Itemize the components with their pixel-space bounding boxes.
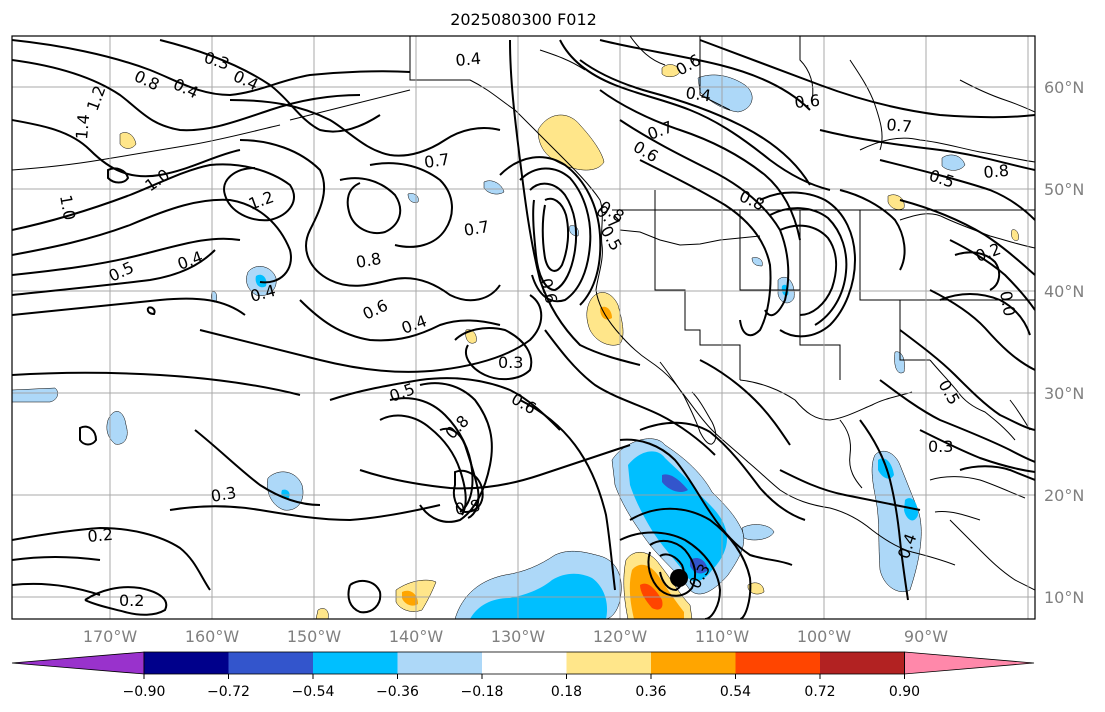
contour-label: 0.2 [973, 239, 1003, 266]
contour-label: 1.4 [72, 113, 93, 140]
colorbar-tick-label: 0.90 [889, 684, 920, 700]
colorbar-tick-label: −0.36 [376, 684, 419, 700]
contour-label: 0.3 [498, 353, 523, 372]
lon-label: 150°W [287, 627, 342, 646]
contour-label: 0.8 [354, 249, 382, 272]
anomaly-patch [661, 64, 681, 77]
anomaly-patch [662, 474, 688, 493]
lon-label: 160°W [185, 627, 240, 646]
lon-label: 120°W [593, 627, 648, 646]
contour-label: 0.4 [399, 311, 429, 338]
contour-label: 0.6 [536, 276, 561, 306]
contour-label: 0.0 [996, 289, 1019, 317]
contour-label: 0.7 [645, 117, 675, 144]
contour-label: 0.4 [175, 247, 205, 274]
contour-label: 0.7 [462, 217, 490, 240]
anomaly-patch [1011, 229, 1019, 241]
contour-label: 0.6 [360, 296, 391, 324]
contour-label: 0.8 [453, 496, 481, 519]
lat-label: 20°N [1044, 486, 1084, 505]
anomaly-patch [402, 590, 418, 606]
colorbar-segment [482, 652, 567, 674]
lon-label: 110°W [695, 627, 750, 646]
map-body [12, 36, 1035, 619]
anomaly-patch [315, 608, 329, 619]
contour-label: 0.7 [423, 150, 451, 172]
colorbar-segment [566, 652, 651, 674]
anomaly-patch [119, 132, 137, 149]
coastlines [12, 36, 1035, 591]
colorbar-segment [228, 652, 313, 674]
colorbar-tick-label: −0.18 [461, 684, 504, 700]
anomaly-patch [871, 450, 922, 593]
lon-label: 100°W [797, 627, 852, 646]
lat-label: 40°N [1044, 282, 1084, 301]
lat-label: 10°N [1044, 588, 1084, 607]
lat-label: 30°N [1044, 384, 1084, 403]
contour-label: 0.3 [209, 483, 237, 506]
contour-label: 0.4 [684, 83, 712, 105]
anomaly-patch [470, 573, 608, 619]
cyclone-marker [670, 569, 688, 587]
lon-label: 140°W [389, 627, 444, 646]
contour-label: 0.2 [119, 591, 144, 610]
contour-label: 0.3 [202, 48, 232, 74]
colorbar-extend-low [11, 651, 145, 675]
gridlines [12, 36, 1035, 619]
anomaly-patch [407, 193, 419, 203]
lat-label: 50°N [1044, 180, 1084, 199]
colorbar-segment [820, 652, 905, 674]
anomaly-patch [741, 524, 775, 541]
colorbar-tick-label: −0.72 [207, 684, 250, 700]
colorbar-tick-label: 0.36 [635, 684, 666, 700]
longitude-labels: 170°W 160°W 150°W 140°W 130°W 120°W 110°… [83, 627, 948, 646]
contour-label: 0.7 [886, 115, 913, 136]
anomaly-patch [751, 257, 763, 267]
contour-label: 0.5 [387, 379, 417, 406]
contour-label: 1.2 [246, 187, 276, 214]
shaded-fields [12, 64, 1019, 619]
lat-label: 60°N [1044, 78, 1084, 97]
anomaly-patch [483, 180, 505, 195]
contour-label: 0.8 [983, 161, 1010, 182]
contour-label: 0.2 [87, 525, 114, 546]
colorbar-tick-label: 0.18 [551, 684, 582, 700]
contour-label: 0.4 [170, 74, 201, 102]
anomaly-patch [628, 451, 728, 582]
anomaly-patch [106, 411, 128, 445]
lon-label: 90°W [904, 627, 948, 646]
contour-label: 1.0 [141, 165, 173, 195]
colorbar-segment [651, 652, 736, 674]
anomaly-patch [12, 387, 58, 403]
colorbar: −0.90 −0.72 −0.54 −0.36 −0.18 0.18 0.36 … [11, 651, 1035, 700]
contour-label: 1.0 [56, 193, 79, 221]
contour-label: 0.8 [131, 66, 162, 94]
colorbar-tick-label: 0.54 [720, 684, 751, 700]
contour-label: 0.4 [455, 49, 482, 70]
anomaly-patch [887, 194, 905, 210]
colorbar-segment [313, 652, 398, 674]
anomaly-patch [941, 154, 966, 171]
colorbar-segment [735, 652, 820, 674]
contour-label: 0.6 [794, 91, 821, 112]
map-frame [11, 35, 1036, 620]
latitude-labels: 60°N 50°N 40°N 30°N 20°N 10°N [1044, 78, 1084, 607]
contour-label: 0.3 [928, 437, 953, 456]
colorbar-tick-label: −0.54 [292, 684, 335, 700]
colorbar-segment [144, 652, 229, 674]
contour-lines [12, 39, 1035, 619]
colorbar-extend-high [904, 651, 1035, 675]
lon-label: 130°W [491, 627, 546, 646]
map-title: 2025080300 F012 [450, 10, 597, 29]
anomaly-patch [255, 274, 267, 288]
anomaly-patch [904, 498, 918, 521]
colorbar-segment [397, 652, 482, 674]
colorbar-tick-label: −0.90 [123, 684, 166, 700]
lon-label: 170°W [83, 627, 138, 646]
colorbar-tick-label: 0.72 [804, 684, 835, 700]
anomaly-patch [629, 564, 684, 619]
contour-label: 0.5 [935, 377, 964, 409]
